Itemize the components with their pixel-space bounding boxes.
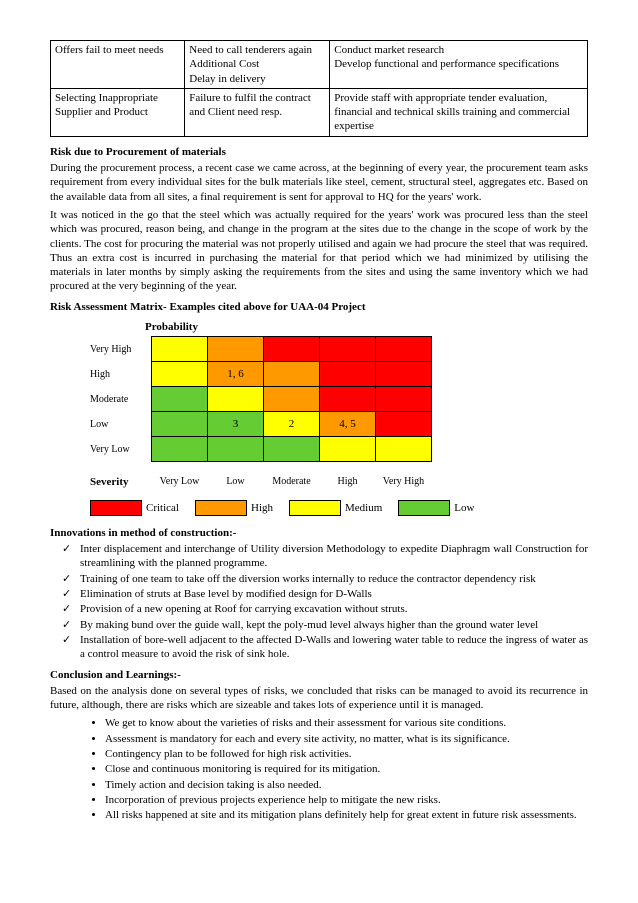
sec1-p1: During the procurement process, a recent… bbox=[50, 161, 588, 204]
matrix-cell bbox=[320, 362, 376, 387]
list-item: Provision of a new opening at Roof for c… bbox=[80, 602, 588, 616]
matrix-legend: Critical High Medium Low bbox=[90, 500, 588, 516]
legend-swatch bbox=[398, 500, 450, 516]
table-cell: Selecting Inappropriate Supplier and Pro… bbox=[51, 88, 185, 136]
matrix-cell bbox=[152, 437, 208, 462]
matrix-row-label: Low bbox=[90, 412, 152, 437]
matrix-cell bbox=[152, 337, 208, 362]
matrix-cell bbox=[376, 337, 432, 362]
table-cell: Failure to fulfil the contract and Clien… bbox=[185, 88, 330, 136]
matrix-cell bbox=[264, 387, 320, 412]
matrix-cell bbox=[264, 337, 320, 362]
legend-swatch bbox=[289, 500, 341, 516]
matrix-col-label: High bbox=[320, 470, 376, 494]
innov-title: Innovations in method of construction:- bbox=[50, 526, 588, 540]
matrix-cell bbox=[152, 387, 208, 412]
list-item: Close and continuous monitoring is requi… bbox=[105, 762, 588, 776]
matrix-cell: 4, 5 bbox=[320, 412, 376, 437]
matrix-col-label: Moderate bbox=[264, 470, 320, 494]
matrix-cell bbox=[152, 412, 208, 437]
list-item: Assessment is mandatory for each and eve… bbox=[105, 732, 588, 746]
matrix-cell bbox=[208, 337, 264, 362]
matrix-cell: 3 bbox=[208, 412, 264, 437]
matrix-cell bbox=[320, 437, 376, 462]
innovation-list: Inter displacement and interchange of Ut… bbox=[50, 542, 588, 661]
list-item: We get to know about the varieties of ri… bbox=[105, 716, 588, 730]
list-item: Training of one team to take off the div… bbox=[80, 572, 588, 586]
concl-title: Conclusion and Learnings:- bbox=[50, 668, 588, 682]
legend-label: High bbox=[251, 501, 273, 515]
matrix-cell bbox=[264, 437, 320, 462]
list-item: Installation of bore-well adjacent to th… bbox=[80, 633, 588, 662]
list-item: By making bund over the guide wall, kept… bbox=[80, 618, 588, 632]
matrix-row-label: High bbox=[90, 362, 152, 387]
matrix-cell bbox=[208, 387, 264, 412]
matrix-row-label: Moderate bbox=[90, 387, 152, 412]
table-cell: Conduct market researchDevelop functiona… bbox=[330, 41, 588, 89]
table-cell: Offers fail to meet needs bbox=[51, 41, 185, 89]
matrix-cell bbox=[376, 412, 432, 437]
concl-p: Based on the analysis done on several ty… bbox=[50, 684, 588, 713]
sec1-p2: It was noticed in the go that the steel … bbox=[50, 208, 588, 294]
matrix-cell bbox=[376, 437, 432, 462]
matrix-title: Risk Assessment Matrix- Examples cited a… bbox=[50, 300, 588, 314]
matrix-col-label: Very High bbox=[376, 470, 432, 494]
matrix-cell bbox=[376, 362, 432, 387]
conclusion-list: We get to know about the varieties of ri… bbox=[50, 716, 588, 822]
legend-swatch bbox=[90, 500, 142, 516]
list-item: Contingency plan to be followed for high… bbox=[105, 747, 588, 761]
matrix-row-label: Very High bbox=[90, 337, 152, 362]
matrix-cell bbox=[320, 337, 376, 362]
list-item: All risks happened at site and its mitig… bbox=[105, 808, 588, 822]
table-cell: Provide staff with appropriate tender ev… bbox=[330, 88, 588, 136]
matrix-col-label: Low bbox=[208, 470, 264, 494]
sec1-title: Risk due to Procurement of materials bbox=[50, 145, 588, 159]
procurement-table: Offers fail to meet needsNeed to call te… bbox=[50, 40, 588, 137]
severity-axis-label: Severity bbox=[90, 475, 128, 489]
matrix-cell bbox=[376, 387, 432, 412]
legend-swatch bbox=[195, 500, 247, 516]
matrix-row-label: Very Low bbox=[90, 437, 152, 462]
legend-label: Critical bbox=[146, 501, 179, 515]
list-item: Inter displacement and interchange of Ut… bbox=[80, 542, 588, 571]
probability-axis-label: Probability bbox=[145, 320, 588, 334]
legend-label: Low bbox=[454, 501, 474, 515]
matrix-cell bbox=[320, 387, 376, 412]
risk-matrix: Probability Very HighHigh1, 6ModerateLow… bbox=[90, 320, 588, 494]
list-item: Timely action and decision taking is als… bbox=[105, 778, 588, 792]
list-item: Elimination of struts at Base level by m… bbox=[80, 587, 588, 601]
matrix-cell bbox=[264, 362, 320, 387]
list-item: Incorporation of previous projects exper… bbox=[105, 793, 588, 807]
matrix-cell: 1, 6 bbox=[208, 362, 264, 387]
matrix-cell bbox=[208, 437, 264, 462]
legend-label: Medium bbox=[345, 501, 382, 515]
matrix-cell: 2 bbox=[264, 412, 320, 437]
matrix-cell bbox=[152, 362, 208, 387]
table-cell: Need to call tenderers againAdditional C… bbox=[185, 41, 330, 89]
matrix-col-label: Very Low bbox=[152, 470, 208, 494]
